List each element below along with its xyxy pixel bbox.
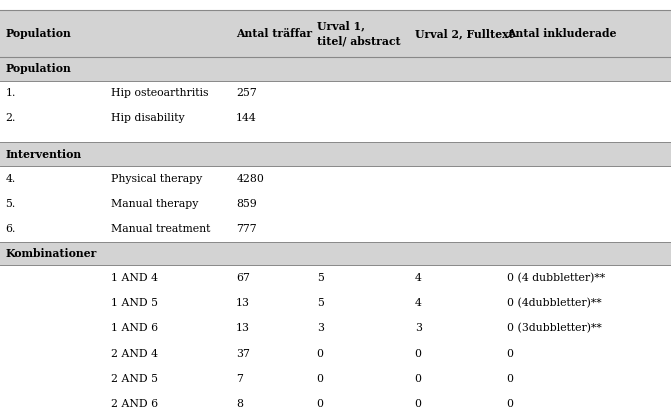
Text: 2 AND 4: 2 AND 4 [111,349,158,359]
Text: 1.: 1. [5,88,15,98]
Text: 4: 4 [415,273,421,283]
Text: 5: 5 [317,273,323,283]
Text: 4280: 4280 [236,174,264,184]
Text: 777: 777 [236,224,257,234]
Text: 0: 0 [415,399,421,407]
Text: 2 AND 5: 2 AND 5 [111,374,158,384]
Text: 0 (4dubbletter)**: 0 (4dubbletter)** [507,298,601,309]
Bar [0,217,671,242]
Text: Hip osteoarthritis: Hip osteoarthritis [111,88,208,98]
Text: 0: 0 [317,349,323,359]
Text: 1 AND 5: 1 AND 5 [111,298,158,308]
Text: 0: 0 [317,399,323,407]
Text: 3: 3 [317,324,323,333]
Text: 4.: 4. [5,174,15,184]
Bar [0,191,671,217]
Bar [0,392,671,407]
Text: Kombinationer: Kombinationer [5,248,97,259]
Text: 0: 0 [415,374,421,384]
Bar [0,10,671,57]
Text: Intervention: Intervention [5,149,81,160]
Bar [0,142,671,166]
Text: 0 (3dubbletter)**: 0 (3dubbletter)** [507,323,601,334]
Text: Antal inkluderade: Antal inkluderade [507,28,616,39]
Text: 257: 257 [236,88,257,98]
Text: Physical therapy: Physical therapy [111,174,202,184]
Text: Population: Population [5,63,71,74]
Text: 2.: 2. [5,114,15,123]
Text: 859: 859 [236,199,257,209]
Text: 67: 67 [236,273,250,283]
Text: 3: 3 [415,324,421,333]
Text: 5: 5 [317,298,323,308]
Text: 0 (4 dubbletter)**: 0 (4 dubbletter)** [507,273,605,283]
Text: Urval 1,: Urval 1, [317,21,364,32]
Text: 1 AND 6: 1 AND 6 [111,324,158,333]
Bar [0,265,671,291]
Text: Manual treatment: Manual treatment [111,224,210,234]
Bar [0,366,671,392]
Text: Antal träffar: Antal träffar [236,28,312,39]
Text: 0: 0 [317,374,323,384]
Text: 144: 144 [236,114,257,123]
Text: 13: 13 [236,324,250,333]
Text: 0: 0 [507,399,513,407]
Text: Urval 2, Fulltext: Urval 2, Fulltext [415,28,513,39]
Bar [0,57,671,81]
Bar [0,131,671,142]
Text: Manual therapy: Manual therapy [111,199,198,209]
Text: 0: 0 [507,349,513,359]
Text: 4: 4 [415,298,421,308]
Text: 5.: 5. [5,199,15,209]
Bar [0,166,671,191]
Text: 1 AND 4: 1 AND 4 [111,273,158,283]
Bar [0,57,671,81]
Bar [0,316,671,341]
Text: 7: 7 [236,374,243,384]
Text: Population: Population [5,28,71,39]
Text: titel/ abstract: titel/ abstract [317,35,401,46]
Text: 6.: 6. [5,224,15,234]
Text: 8: 8 [236,399,243,407]
Text: 37: 37 [236,349,250,359]
Text: 0: 0 [507,374,513,384]
Text: 2 AND 6: 2 AND 6 [111,399,158,407]
Text: 0: 0 [415,349,421,359]
Bar [0,106,671,131]
Text: Hip disability: Hip disability [111,114,185,123]
Bar [0,291,671,316]
Bar [0,242,671,265]
Bar [0,142,671,166]
Text: 13: 13 [236,298,250,308]
Bar [0,242,671,265]
Bar [0,81,671,106]
Bar [0,341,671,366]
